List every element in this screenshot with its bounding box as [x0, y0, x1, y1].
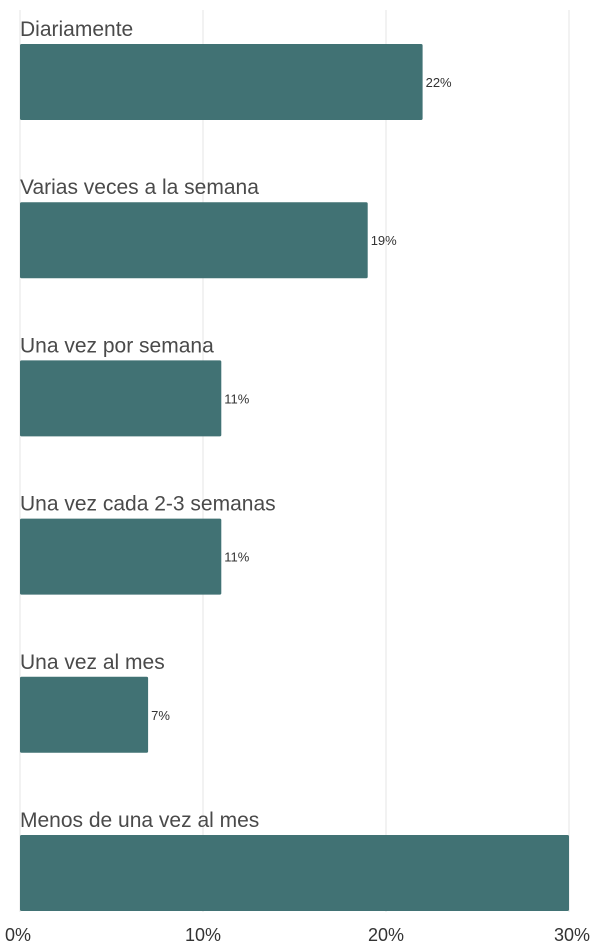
x-axis-tick-labels: 0% 10% 20% 30%: [5, 925, 590, 945]
x-tick-label-1: 10%: [185, 925, 221, 945]
value-label-1: 19%: [371, 233, 397, 248]
value-label-0: 22%: [426, 75, 452, 90]
bar-3: [20, 518, 222, 595]
category-labels: Diariamente Varias veces a la semana Una v…: [20, 18, 276, 832]
x-tick-label-3: 30%: [554, 925, 590, 945]
grid-lines: [19, 10, 570, 912]
category-label-1: Varias veces a la semana: [20, 176, 259, 199]
value-label-2: 11%: [224, 391, 249, 406]
bar-5: [20, 835, 569, 911]
bar-1: [20, 202, 368, 279]
x-tick-label-2: 20%: [368, 925, 404, 945]
value-labels: 22% 19% 11% 11% 7%: [151, 75, 452, 723]
value-label-4: 7%: [151, 708, 170, 723]
bar-2: [20, 360, 222, 437]
category-label-2: Una vez por semana: [20, 334, 214, 357]
value-label-3: 11%: [224, 550, 249, 565]
bar-4: [20, 676, 149, 753]
category-label-3: Una vez cada 2-3 semanas: [20, 493, 276, 516]
category-label-5: Menos de una vez al mes: [20, 809, 259, 832]
bar-0: [20, 44, 423, 120]
category-label-0: Diariamente: [20, 18, 133, 41]
category-label-4: Una vez al mes: [20, 651, 165, 674]
x-tick-label-0: 0%: [5, 925, 31, 945]
bars: [20, 44, 569, 911]
